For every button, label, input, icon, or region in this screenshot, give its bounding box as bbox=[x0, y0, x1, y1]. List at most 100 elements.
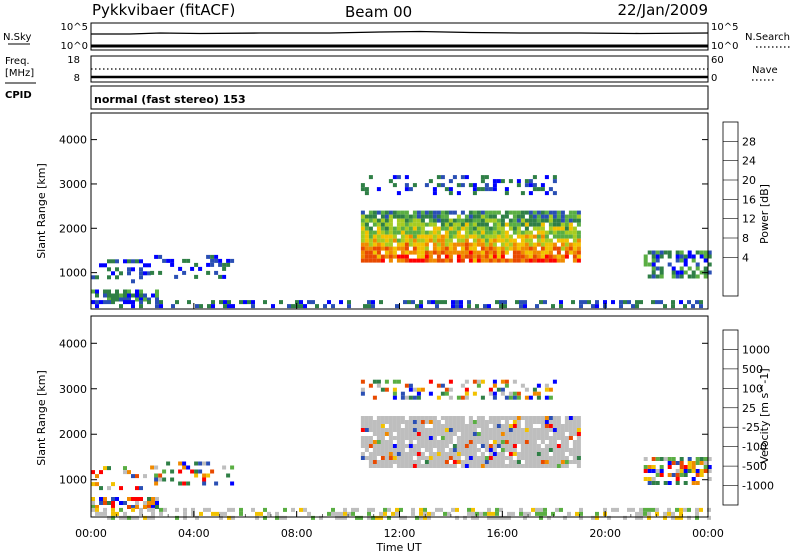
heatmap-cell bbox=[400, 416, 405, 420]
heatmap-cell bbox=[396, 214, 401, 219]
heatmap-cell bbox=[424, 246, 429, 251]
heatmap-cell bbox=[376, 452, 381, 456]
heatmap-cell bbox=[480, 420, 485, 424]
heatmap-cell bbox=[396, 246, 401, 251]
heatmap-cell bbox=[135, 515, 139, 520]
heatmap-cell bbox=[107, 289, 111, 294]
heatmap-cell bbox=[127, 497, 131, 501]
heatmap-cell bbox=[468, 416, 473, 420]
heatmap-cell bbox=[576, 464, 581, 468]
heatmap-cell bbox=[675, 515, 679, 520]
heatmap-cell bbox=[547, 515, 551, 520]
heatmap-cell bbox=[275, 515, 279, 520]
heatmap-cell bbox=[456, 456, 461, 460]
heatmap-cell bbox=[231, 507, 235, 512]
heatmap-cell bbox=[488, 238, 493, 243]
heatmap-cell bbox=[223, 511, 227, 516]
heatmap-cell bbox=[95, 507, 99, 512]
heatmap-cell bbox=[432, 230, 437, 235]
nsearch-label: N.Search bbox=[745, 32, 790, 43]
heatmap-cell bbox=[375, 515, 379, 520]
heatmap-cell bbox=[679, 300, 683, 305]
heatmap-cell bbox=[299, 507, 303, 512]
heatmap-cell bbox=[372, 242, 377, 247]
heatmap-cell bbox=[143, 474, 147, 479]
heatmap-cell bbox=[507, 511, 511, 516]
heatmap-cell bbox=[532, 444, 537, 448]
heatmap-cell bbox=[388, 246, 393, 251]
heatmap-cell bbox=[532, 246, 537, 251]
heatmap-cell bbox=[392, 456, 397, 460]
heatmap-cell bbox=[420, 250, 425, 255]
heatmap-cell bbox=[556, 416, 561, 420]
heatmap-cell bbox=[520, 428, 525, 432]
heatmap-cell bbox=[388, 258, 393, 263]
heatmap-cell bbox=[703, 250, 708, 255]
heatmap-cell bbox=[563, 515, 567, 520]
heatmap-cell bbox=[95, 474, 99, 479]
colorbar-tick-label: 1000 bbox=[742, 343, 770, 356]
heatmap-cell bbox=[651, 300, 655, 305]
heatmap-cell bbox=[488, 444, 493, 448]
heatmap-cell bbox=[363, 304, 367, 309]
heatmap-cell bbox=[468, 460, 473, 464]
heatmap-cell bbox=[655, 250, 660, 255]
heatmap-cell bbox=[135, 505, 139, 509]
heatmap-cell bbox=[360, 246, 365, 251]
heatmap-cell bbox=[91, 482, 95, 487]
heatmap-cell bbox=[496, 210, 501, 215]
heatmap-cell bbox=[540, 218, 545, 223]
heatmap-cell bbox=[227, 515, 231, 520]
heatmap-cell bbox=[492, 440, 497, 444]
heatmap-cell bbox=[103, 507, 107, 512]
heatmap-cell bbox=[432, 191, 437, 196]
heatmap-cell bbox=[388, 444, 393, 448]
heatmap-cell bbox=[560, 444, 565, 448]
freq-unit: [MHz] bbox=[5, 68, 34, 79]
heatmap-cell bbox=[683, 481, 688, 485]
heatmap-cell bbox=[368, 420, 373, 424]
heatmap-cell bbox=[143, 263, 147, 268]
heatmap-cell bbox=[487, 515, 491, 520]
heatmap-cell bbox=[380, 452, 385, 456]
heatmap-cell bbox=[371, 515, 375, 520]
heatmap-cell bbox=[552, 246, 557, 251]
heatmap-cell bbox=[635, 515, 639, 520]
heatmap-cell bbox=[392, 395, 397, 400]
heatmap-cell bbox=[194, 274, 199, 279]
beam-title: Beam 00 bbox=[345, 3, 412, 21]
heatmap-cell bbox=[568, 436, 573, 440]
heatmap-cell bbox=[139, 497, 143, 501]
heatmap-cell bbox=[556, 254, 561, 259]
heatmap-cell bbox=[396, 448, 401, 452]
velocity-heatmap bbox=[91, 379, 712, 520]
heatmap-cell bbox=[364, 456, 369, 460]
heatmap-cell bbox=[552, 448, 557, 452]
heatmap-cell bbox=[464, 242, 469, 247]
heatmap-cell bbox=[707, 515, 711, 520]
heatmap-cell bbox=[524, 210, 529, 215]
heatmap-cell bbox=[107, 297, 111, 302]
heatmap-cell bbox=[444, 234, 449, 239]
heatmap-cell bbox=[499, 300, 503, 305]
heatmap-cell bbox=[183, 507, 187, 512]
heatmap-cell bbox=[540, 183, 545, 188]
heatmap-cell bbox=[487, 304, 491, 309]
heatmap-cell bbox=[520, 448, 525, 452]
heatmap-cell bbox=[432, 242, 437, 247]
heatmap-cell bbox=[512, 242, 517, 247]
heatmap-cell bbox=[576, 254, 581, 259]
heatmap-cell bbox=[428, 238, 433, 243]
heatmap-cell bbox=[400, 238, 405, 243]
x-tick-label: 20:00 bbox=[589, 527, 621, 540]
heatmap-cell bbox=[671, 266, 676, 271]
heatmap-cell bbox=[484, 464, 489, 468]
heatmap-cell bbox=[416, 234, 421, 239]
heatmap-cell bbox=[540, 440, 545, 444]
heatmap-cell bbox=[568, 250, 573, 255]
heatmap-cell bbox=[487, 511, 491, 516]
heatmap-cell bbox=[552, 432, 557, 436]
heatmap-cell bbox=[436, 432, 441, 436]
heatmap-cell bbox=[387, 507, 391, 512]
heatmap-cell bbox=[508, 432, 513, 436]
